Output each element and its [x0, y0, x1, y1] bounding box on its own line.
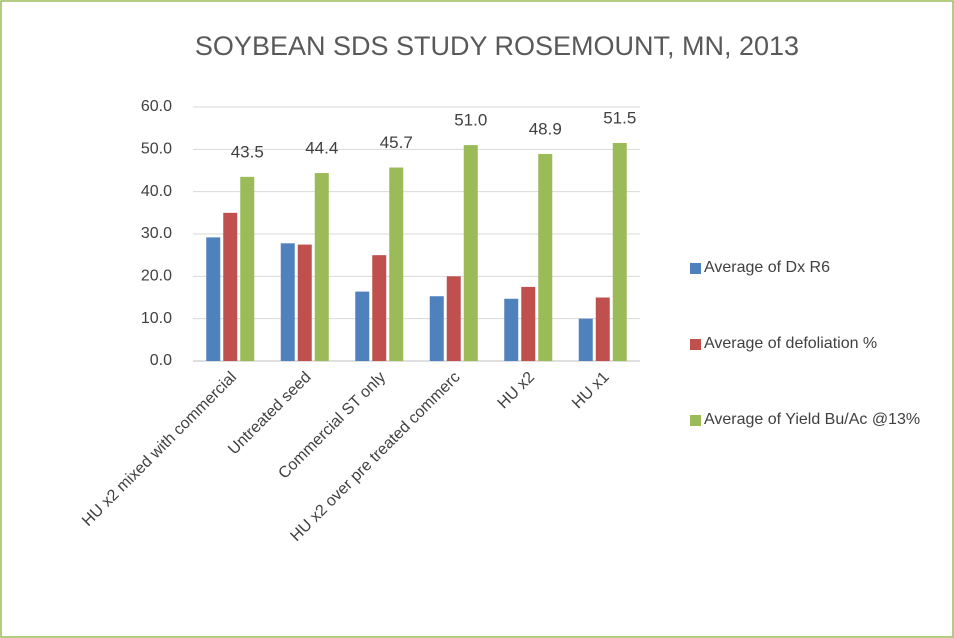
data-label: 48.9 — [529, 119, 562, 138]
data-label: 43.5 — [231, 142, 264, 161]
bar — [297, 244, 312, 361]
data-label: 45.7 — [380, 133, 413, 152]
legend-label: Average of Yield Bu/Ac @13% — [704, 411, 921, 428]
bar — [446, 276, 461, 361]
bar — [223, 212, 238, 361]
legend-swatch — [690, 263, 701, 274]
bar — [240, 176, 255, 361]
y-tick-label: 10.0 — [141, 310, 172, 327]
y-tick-label: 60.0 — [141, 98, 172, 115]
bar — [612, 142, 627, 361]
legend-entry: Average of Dx R6 — [690, 256, 940, 280]
bar — [595, 297, 610, 361]
bar — [280, 243, 295, 361]
bar — [463, 145, 478, 361]
y-tick-label: 40.0 — [141, 183, 172, 200]
bar — [504, 298, 519, 361]
bar — [355, 291, 370, 361]
bar — [429, 296, 444, 361]
bar — [372, 255, 387, 361]
bar — [578, 318, 593, 361]
data-label: 44.4 — [305, 139, 338, 158]
bar — [538, 153, 553, 361]
y-tick-label: 30.0 — [141, 225, 172, 242]
bar — [206, 237, 221, 361]
bar — [521, 286, 536, 361]
y-tick-label: 20.0 — [141, 268, 172, 285]
y-tick-label: 0.0 — [150, 352, 172, 369]
y-tick-label: 50.0 — [141, 141, 172, 158]
legend-label: Average of Dx R6 — [704, 259, 830, 276]
legend-entry: Average of defoliation % — [690, 332, 940, 356]
legend-label: Average of defoliation % — [704, 335, 878, 352]
data-label: 51.0 — [454, 111, 487, 130]
chart-title: SOYBEAN SDS STUDY ROSEMOUNT, MN, 2013 — [195, 31, 799, 61]
legend-swatch — [690, 339, 701, 350]
data-label: 51.5 — [603, 108, 636, 127]
bar — [314, 173, 329, 361]
legend-swatch — [690, 415, 701, 426]
bar — [389, 167, 404, 361]
legend-entry: Average of Yield Bu/Ac @13% — [690, 408, 940, 432]
